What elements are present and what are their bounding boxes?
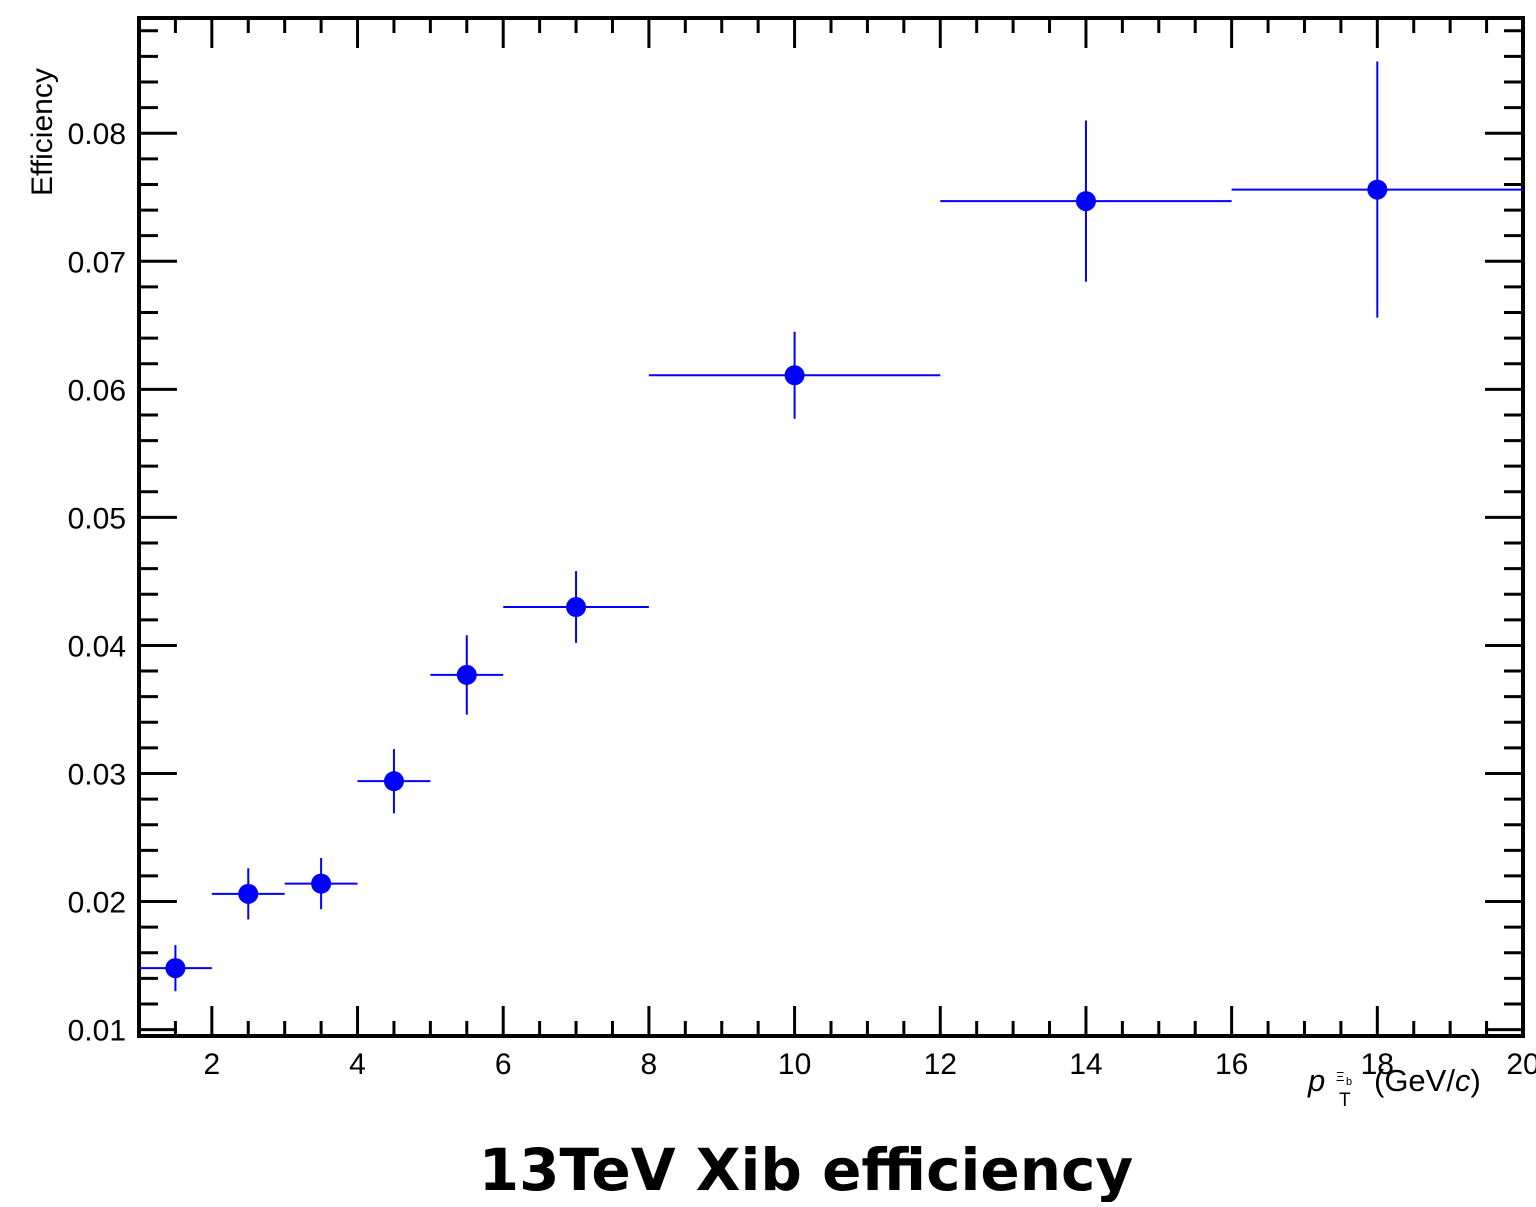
y-tick-label: 0.02 — [68, 887, 126, 920]
data-marker — [784, 365, 805, 386]
axis-ticks — [139, 18, 1525, 1036]
y-axis-title: Efficiency — [26, 68, 59, 196]
x-tick-label: 4 — [349, 1048, 366, 1081]
data-point — [648, 331, 941, 419]
x-tick-label: 2 — [203, 1048, 220, 1081]
x-tick-label: 16 — [1215, 1048, 1248, 1081]
y-tick-label: 0.03 — [68, 758, 126, 791]
y-tick-label: 0.07 — [68, 246, 126, 279]
x-tick-label: 6 — [495, 1048, 512, 1081]
x-tick-label: 12 — [924, 1048, 957, 1081]
data-point — [357, 749, 431, 814]
data-marker — [1075, 191, 1096, 212]
x-axis-title-superscript: Ξ — [1336, 1069, 1344, 1084]
data-marker — [165, 958, 186, 979]
x-axis-title-subscript: T — [1339, 1090, 1351, 1111]
data-marker — [383, 771, 404, 792]
y-tick-label: 0.06 — [68, 374, 126, 407]
x-axis-title-units: (GeV/c) — [1374, 1063, 1481, 1098]
data-marker — [456, 664, 477, 685]
x-axis-title-symbol: p — [1307, 1063, 1325, 1098]
data-point — [430, 635, 504, 715]
y-tick-label: 0.05 — [68, 502, 126, 535]
data-point — [503, 571, 649, 643]
x-axis-title: p T Ξ b (GeV/c) — [1307, 1063, 1481, 1111]
data-marker — [1367, 179, 1388, 200]
chart-title: 13TeV Xib efficiency — [479, 1136, 1133, 1202]
y-tick-label: 0.01 — [68, 1015, 126, 1048]
x-tick-label: 14 — [1069, 1048, 1102, 1081]
x-tick-label: 10 — [778, 1048, 811, 1081]
data-point — [284, 858, 358, 910]
data-marker — [311, 873, 332, 894]
x-axis-title-superscript-sub: b — [1346, 1076, 1352, 1088]
data-marker — [566, 597, 587, 618]
data-marker — [238, 883, 259, 904]
x-tick-label: 20 — [1506, 1048, 1536, 1081]
y-tick-label: 0.04 — [68, 630, 126, 663]
data-point — [1231, 61, 1523, 318]
x-tick-label: 18 — [1361, 1048, 1394, 1081]
data-point — [940, 120, 1232, 282]
data-point — [139, 945, 212, 992]
y-tick-labels: 0.01 0.02 0.03 0.04 0.05 0.06 0.07 0.08 — [68, 118, 126, 1047]
y-tick-label: 0.08 — [68, 118, 126, 151]
data-point — [211, 868, 285, 920]
x-tick-label: 8 — [641, 1048, 658, 1081]
data-series — [139, 61, 1523, 992]
x-tick-labels: 2 4 6 8 10 12 14 16 18 20 — [203, 1048, 1536, 1081]
